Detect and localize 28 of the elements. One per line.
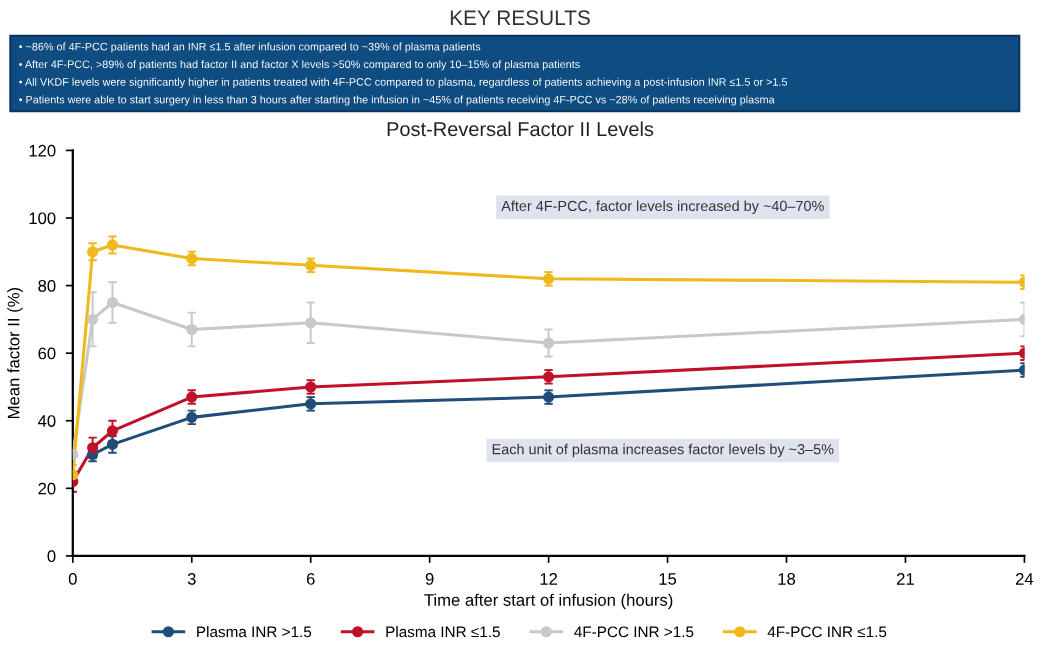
point [87, 313, 99, 325]
y-tick-label: 20 [38, 482, 56, 495]
x-tick-label: 24 [1015, 573, 1034, 585]
y-tick-label: 120 [29, 144, 56, 157]
x-tick-label: 9 [425, 573, 434, 585]
x-tick-label: 12 [540, 573, 558, 585]
point [87, 442, 99, 454]
point [106, 239, 119, 251]
y-tick-label: 0 [47, 550, 56, 563]
x-tick-label: 21 [897, 573, 914, 585]
x-axis-title: Time after start of infusion (hours) [424, 593, 673, 610]
y-tick-label: 80 [38, 279, 56, 292]
x-tick-label: 6 [306, 573, 315, 585]
point [305, 317, 317, 329]
chart-title: Post-Reversal Factor II Levels [387, 121, 654, 137]
y-tick-label: 100 [29, 212, 56, 225]
y-axis-title: Mean factor II (%) [7, 287, 23, 419]
y-tick-label: 60 [38, 347, 56, 360]
point [106, 296, 119, 309]
point [543, 337, 555, 349]
x-tick-label: 3 [187, 573, 196, 585]
point [87, 246, 99, 258]
x-tick-label: 0 [68, 573, 77, 585]
x-tick-label: 18 [778, 573, 796, 585]
point [186, 323, 198, 336]
text: KEY RESULTS [450, 10, 590, 26]
x-tick-label: 15 [659, 573, 677, 585]
y-tick-label: 40 [37, 415, 56, 427]
